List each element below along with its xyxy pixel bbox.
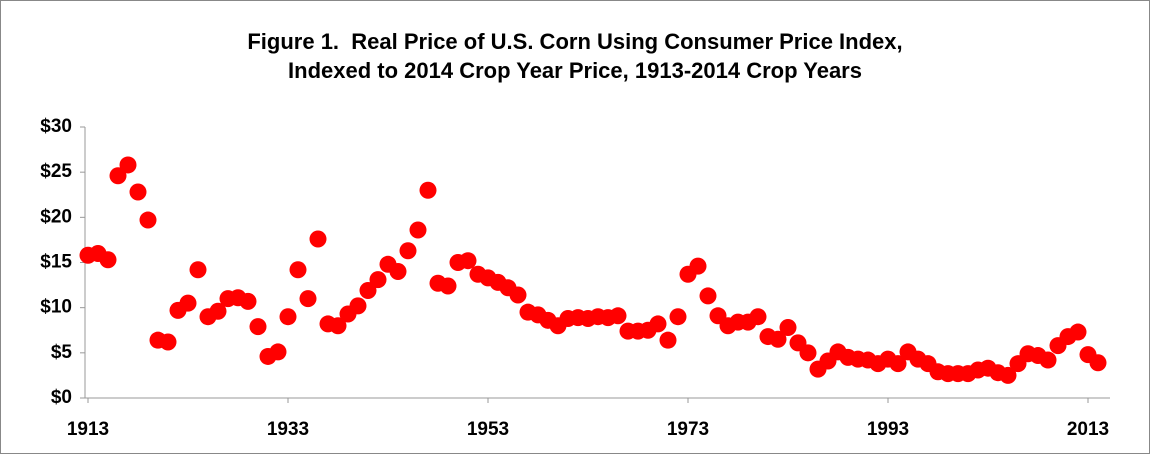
point xyxy=(649,315,667,333)
y-tick-label: $20 xyxy=(40,206,72,227)
point xyxy=(1039,351,1057,369)
point xyxy=(349,297,367,315)
point xyxy=(1089,354,1107,372)
point xyxy=(769,330,787,348)
point xyxy=(289,261,307,279)
point xyxy=(369,271,387,289)
point xyxy=(609,307,627,325)
point xyxy=(329,317,347,335)
point xyxy=(269,343,287,361)
point xyxy=(239,292,257,310)
point xyxy=(669,308,687,326)
point xyxy=(129,183,147,201)
point xyxy=(159,333,177,351)
y-tick-label: $25 xyxy=(40,161,72,182)
point xyxy=(399,242,417,260)
y-tick-label: $0 xyxy=(51,387,72,408)
point xyxy=(99,251,117,269)
x-tick-label: 1933 xyxy=(267,419,309,440)
point xyxy=(889,355,907,373)
point xyxy=(119,156,137,174)
point xyxy=(509,286,527,304)
y-tick-label: $5 xyxy=(51,342,73,363)
point xyxy=(249,318,267,336)
chart-title: Indexed to 2014 Crop Year Price, 1913-20… xyxy=(288,58,862,83)
point xyxy=(389,263,407,281)
point xyxy=(309,230,327,248)
point xyxy=(209,302,227,320)
x-tick-label: 1953 xyxy=(467,419,509,440)
point xyxy=(999,366,1017,384)
x-tick-label: 1913 xyxy=(67,419,109,440)
point xyxy=(689,257,707,275)
point xyxy=(279,308,297,326)
point xyxy=(799,344,817,362)
point xyxy=(419,181,437,199)
point xyxy=(179,294,197,312)
x-tick-label: 2013 xyxy=(1067,419,1109,440)
point xyxy=(749,308,767,326)
x-tick-label: 1973 xyxy=(667,419,709,440)
point xyxy=(189,261,207,279)
y-tick-label: $30 xyxy=(40,116,72,137)
chart-title: Figure 1. Real Price of U.S. Corn Using … xyxy=(247,29,902,54)
point xyxy=(659,331,677,349)
point xyxy=(409,221,427,239)
point xyxy=(359,282,377,300)
point xyxy=(779,319,797,337)
point xyxy=(299,290,317,308)
x-tick-label: 1993 xyxy=(867,419,909,440)
point xyxy=(139,211,157,229)
point xyxy=(1069,323,1087,341)
y-tick-label: $10 xyxy=(40,297,72,318)
point xyxy=(439,277,457,295)
point xyxy=(459,252,477,270)
y-tick-label: $15 xyxy=(40,252,72,273)
point xyxy=(699,287,717,305)
point xyxy=(109,167,127,185)
